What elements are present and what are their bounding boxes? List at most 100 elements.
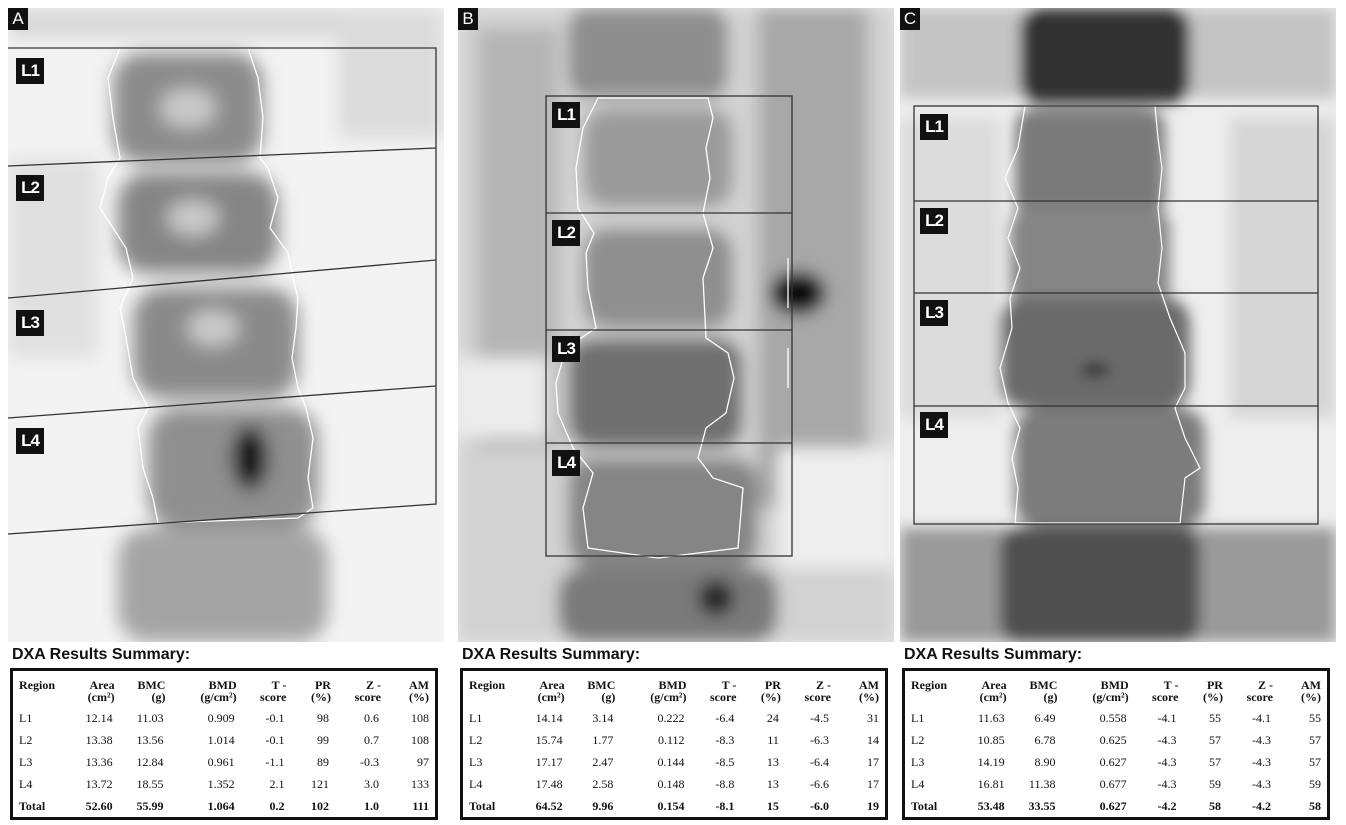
cell: L3 <box>19 754 33 769</box>
cell: 3.0 <box>364 776 379 791</box>
cell: 52.60 <box>85 798 113 813</box>
col-z-score: Z - score <box>804 678 831 704</box>
cell: Total <box>911 798 938 813</box>
cell: -4.2 <box>1252 798 1271 813</box>
col-region: Region <box>911 678 947 692</box>
cell: -4.3 <box>1157 776 1177 791</box>
results-table-box: Region Area (cm²) BMC (g) BMD (g/cm²) T … <box>10 668 438 820</box>
cell: L1 <box>19 710 33 725</box>
cell: L2 <box>469 732 483 747</box>
cell: 11.63 <box>978 710 1005 725</box>
cell: -8.5 <box>715 754 735 769</box>
panel-b: B L1 L2 L3 L4 DXA Results Summary: Regio… <box>458 0 894 825</box>
dxa-scan-image-b <box>458 8 894 642</box>
cell: 12.14 <box>85 710 113 725</box>
cell: 1.014 <box>207 732 235 747</box>
cell: 0.627 <box>1099 754 1127 769</box>
cell: -6.6 <box>809 776 829 791</box>
cell: 1.064 <box>207 798 235 813</box>
panel-a: A L1 L2 L3 L4 DXA Results Summary: Regio… <box>8 0 444 825</box>
cell: 55 <box>1208 710 1221 725</box>
cell: 0.558 <box>1099 710 1127 725</box>
cell: 0.112 <box>657 732 685 747</box>
vertebra-label-l2: L2 <box>920 208 948 234</box>
cell: -4.3 <box>1157 732 1177 747</box>
cell: -6.4 <box>715 710 735 725</box>
cell: 17 <box>867 776 879 791</box>
cell: 58 <box>1208 798 1221 813</box>
cell: 0.148 <box>657 776 685 791</box>
cell: 64.52 <box>535 798 563 813</box>
cell: 2.58 <box>592 776 614 791</box>
vertebra-label-l3: L3 <box>552 336 580 362</box>
summary-title: DXA Results Summary: <box>12 646 191 663</box>
cell: 1.77 <box>592 732 614 747</box>
vertebra-label-l4: L4 <box>920 412 948 438</box>
cell: 97 <box>417 754 429 769</box>
cell: 53.48 <box>977 798 1005 813</box>
table-header-row: Region Area (cm²) BMC (g) BMD (g/cm²) T … <box>463 671 885 707</box>
col-area: Area (cm²) <box>537 678 565 704</box>
col-am: AM (%) <box>859 678 879 704</box>
panel-letter-a: A <box>8 8 28 30</box>
cell: 11 <box>767 732 779 747</box>
results-table: Region Area (cm²) BMC (g) BMD (g/cm²) T … <box>13 671 435 817</box>
cell: -0.1 <box>265 710 285 725</box>
col-pr: PR (%) <box>1202 678 1223 704</box>
col-pr: PR (%) <box>760 678 781 704</box>
vertebra-label-l1: L1 <box>16 58 44 84</box>
cell: 108 <box>411 710 429 725</box>
cell: 1.352 <box>207 776 235 791</box>
cell: L2 <box>19 732 33 747</box>
summary-title: DXA Results Summary: <box>462 646 641 663</box>
col-bmd: BMD (g/cm²) <box>1092 678 1129 704</box>
results-table-box: Region Area (cm²) BMC (g) BMD (g/cm²) T … <box>902 668 1330 820</box>
cell: -6.3 <box>809 732 829 747</box>
cell: 6.78 <box>1034 732 1056 747</box>
panel-c: C L1 L2 L3 L4 DXA Results Summary: Regio… <box>900 0 1336 825</box>
vertebra-label-l1: L1 <box>552 102 580 128</box>
cell: L4 <box>911 776 925 791</box>
cell: -6.4 <box>809 754 829 769</box>
cell: 31 <box>867 710 879 725</box>
col-pr: PR (%) <box>310 678 331 704</box>
vertebra-label-l3: L3 <box>920 300 948 326</box>
table-row: L1 12.14 11.03 0.909 -0.1 98 0.6 108 <box>13 707 435 729</box>
cell: -4.3 <box>1252 776 1271 791</box>
table-header-row: Region Area (cm²) BMC (g) BMD (g/cm²) T … <box>13 671 435 707</box>
cell: 18.55 <box>136 776 164 791</box>
col-am: AM (%) <box>409 678 429 704</box>
vertebra-label-l2: L2 <box>552 220 580 246</box>
col-bmc: BMC (g) <box>137 678 166 704</box>
cell: Total <box>469 798 496 813</box>
cell: -1.1 <box>265 754 285 769</box>
summary-title: DXA Results Summary: <box>904 646 1083 663</box>
cell: 13 <box>766 776 779 791</box>
scan-graphic-a <box>8 8 444 642</box>
cell: 2.1 <box>269 776 285 791</box>
cell: 102 <box>310 798 329 813</box>
scan-graphic-c <box>900 8 1336 642</box>
cell: -4.3 <box>1252 732 1271 747</box>
cell: 89 <box>316 754 329 769</box>
cell: 111 <box>412 798 429 813</box>
cell: 59 <box>1309 776 1321 791</box>
col-t-score: T - score <box>260 678 287 704</box>
cell: -6.0 <box>809 798 829 813</box>
cell: 0.154 <box>657 798 685 813</box>
cell: 59 <box>1208 776 1221 791</box>
table-total-row: Total 64.52 9.96 0.154 -8.1 15 -6.0 19 <box>463 795 885 817</box>
cell: L3 <box>469 754 483 769</box>
dxa-scan-image-a <box>8 8 444 642</box>
cell: -8.1 <box>715 798 735 813</box>
table-row: L1 11.63 6.49 0.558 -4.1 55 -4.1 55 <box>905 707 1327 729</box>
col-area: Area (cm²) <box>979 678 1007 704</box>
cell: 55 <box>1309 710 1321 725</box>
cell: 14.14 <box>535 710 563 725</box>
cell: 0.6 <box>364 710 379 725</box>
vertebra-label-l4: L4 <box>16 428 44 454</box>
col-am: AM (%) <box>1301 678 1321 704</box>
col-t-score: T - score <box>709 678 737 704</box>
cell: 14.19 <box>977 754 1005 769</box>
cell: 0.677 <box>1099 776 1127 791</box>
